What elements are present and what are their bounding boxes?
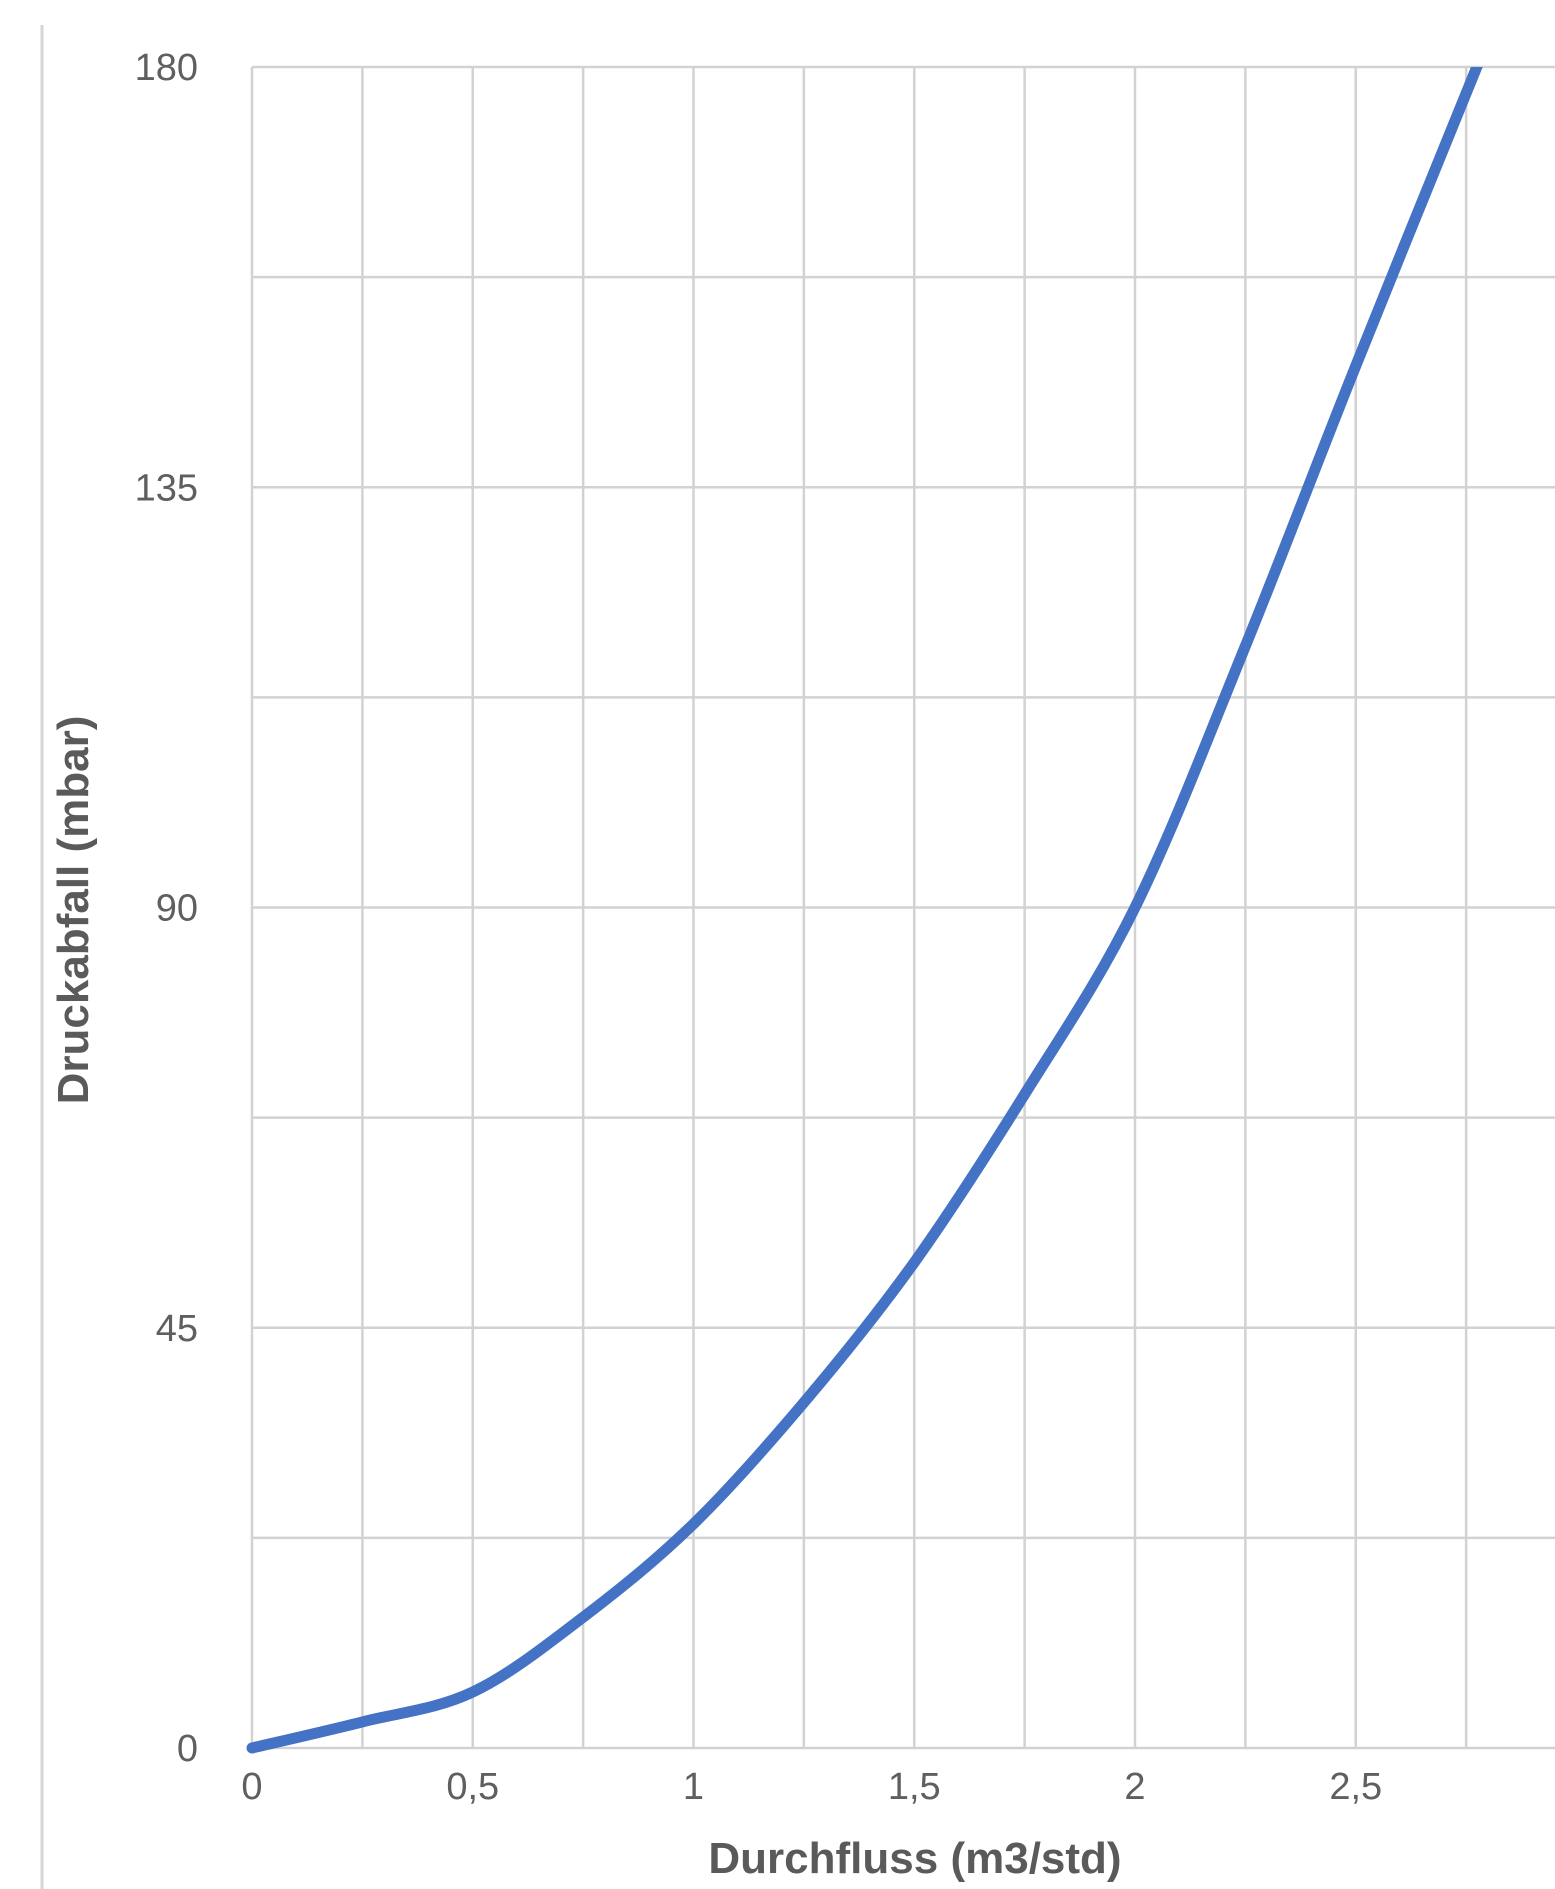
y-tick-label: 135 (135, 467, 198, 509)
y-tick-labels: 0 45 90 135 180 (135, 47, 198, 1770)
x-axis-title: Durchfluss (m3/std) (708, 1834, 1121, 1883)
x-tick-label: 0 (241, 1766, 262, 1808)
gridlines (250, 65, 1555, 1750)
x-tick-labels: 0 0,5 1 1,5 2 2,5 (241, 1766, 1382, 1808)
x-tick-label: 2,5 (1329, 1766, 1382, 1808)
y-tick-label: 90 (156, 888, 198, 930)
y-tick-label: 45 (156, 1308, 198, 1350)
y-axis-title: Druckabfall (mbar) (49, 716, 98, 1105)
x-tick-label: 1,5 (888, 1766, 941, 1808)
y-tick-label: 0 (177, 1728, 198, 1770)
x-tick-label: 1 (683, 1766, 704, 1808)
y-tick-label: 180 (135, 47, 198, 89)
x-tick-label: 0,5 (446, 1766, 499, 1808)
series-line (246, 67, 1483, 1754)
x-tick-label: 2 (1124, 1766, 1145, 1808)
plot-area (246, 67, 1483, 1754)
